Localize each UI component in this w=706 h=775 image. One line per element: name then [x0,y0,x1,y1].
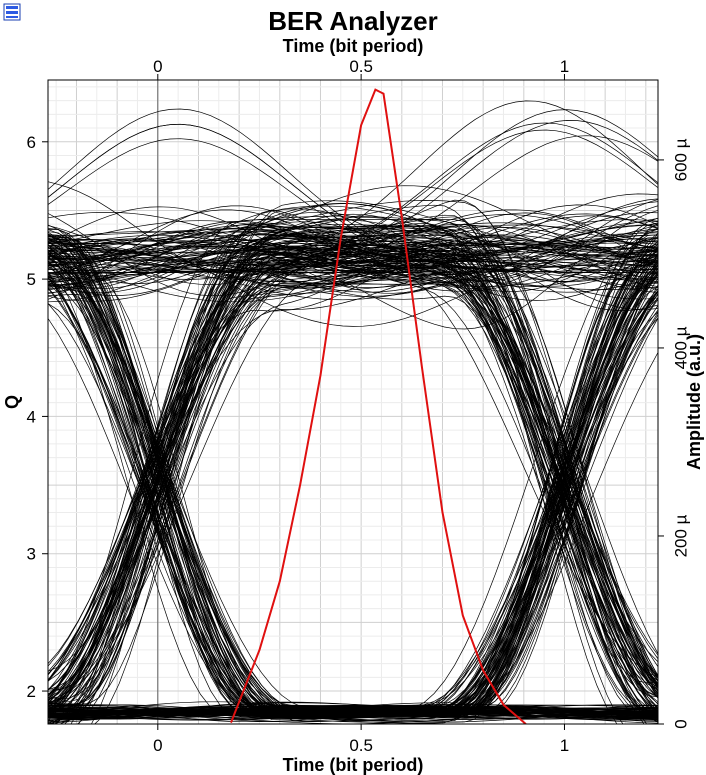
eye-trace [48,705,658,717]
eye-trace [48,261,658,700]
eye-trace [48,255,658,706]
x-tick-label: 0.5 [349,736,373,755]
eye-trace [48,122,658,274]
eye-trace [48,239,658,715]
chart-title: BER Analyzer [268,6,438,36]
eye-trace [48,256,658,722]
series-line-0 [230,88,527,724]
x2-tick-label: 0.5 [349,57,373,76]
eye-trace [48,227,658,310]
eye-trace [48,216,658,715]
eye-trace [48,260,658,718]
eye-trace [48,214,658,692]
eye-trace [48,234,658,281]
series-layer [230,88,527,724]
eye-trace [48,709,658,716]
eye-trace [48,240,658,711]
bottom-x-axis-label: Time (bit period) [283,755,424,775]
left-y-axis-label: Q [2,395,22,409]
eye-trace [48,185,658,256]
top-x-axis-label: Time (bit period) [283,36,424,56]
y-tick-label: 3 [27,545,36,564]
x-tick-label: 1 [560,736,569,755]
eye-diagram [48,100,658,724]
y-tick-label: 2 [27,682,36,701]
y2-tick-label: 600 µ [671,138,690,181]
y2-tick-label: 0 [671,719,690,728]
eye-trace [48,193,658,300]
eye-trace [48,229,658,720]
x2-tick-label: 0 [153,57,162,76]
app-icon [3,3,21,21]
eye-trace [48,264,658,717]
eye-trace [48,267,658,718]
eye-trace [48,262,658,723]
eye-trace [48,251,658,705]
right-y-axis-label: Amplitude (a.u.) [684,334,704,470]
eye-trace [48,228,658,258]
eye-trace [48,256,658,716]
eye-trace [48,210,658,330]
eye-trace [48,233,658,694]
eye-trace [48,234,658,257]
eye-trace [48,259,658,698]
eye-trace [48,211,658,698]
labels: 0 0 0.5 0.5 1 1 2 3 4 5 6 0 200 µ 400 µ 600 µ BER Analy… [2,6,704,775]
eye-trace [48,235,658,717]
eye-trace [48,263,658,723]
y-tick-label: 6 [27,133,36,152]
eye-trace [48,209,658,279]
x2-tick-label: 1 [560,57,569,76]
eye-trace [48,222,658,252]
eye-trace [48,108,658,274]
y-tick-label: 4 [27,407,36,426]
eye-trace [48,240,658,706]
x-tick-label: 0 [153,736,162,755]
y2-tick-label: 400 µ [671,326,690,369]
y-tick-label: 5 [27,270,36,289]
eye-trace [48,237,658,292]
grid [48,80,658,724]
eye-trace [48,215,658,703]
eye-trace [48,215,658,724]
eye-trace [48,205,658,723]
eye-trace [48,253,658,287]
eye-trace [48,227,658,269]
axes [42,74,664,730]
eye-trace [48,235,658,664]
eye-trace [48,226,658,654]
y2-tick-label: 200 µ [671,514,690,557]
eye-trace [48,234,658,295]
eye-trace [48,258,658,720]
eye-trace [48,241,658,697]
plot-frame [47,79,659,725]
